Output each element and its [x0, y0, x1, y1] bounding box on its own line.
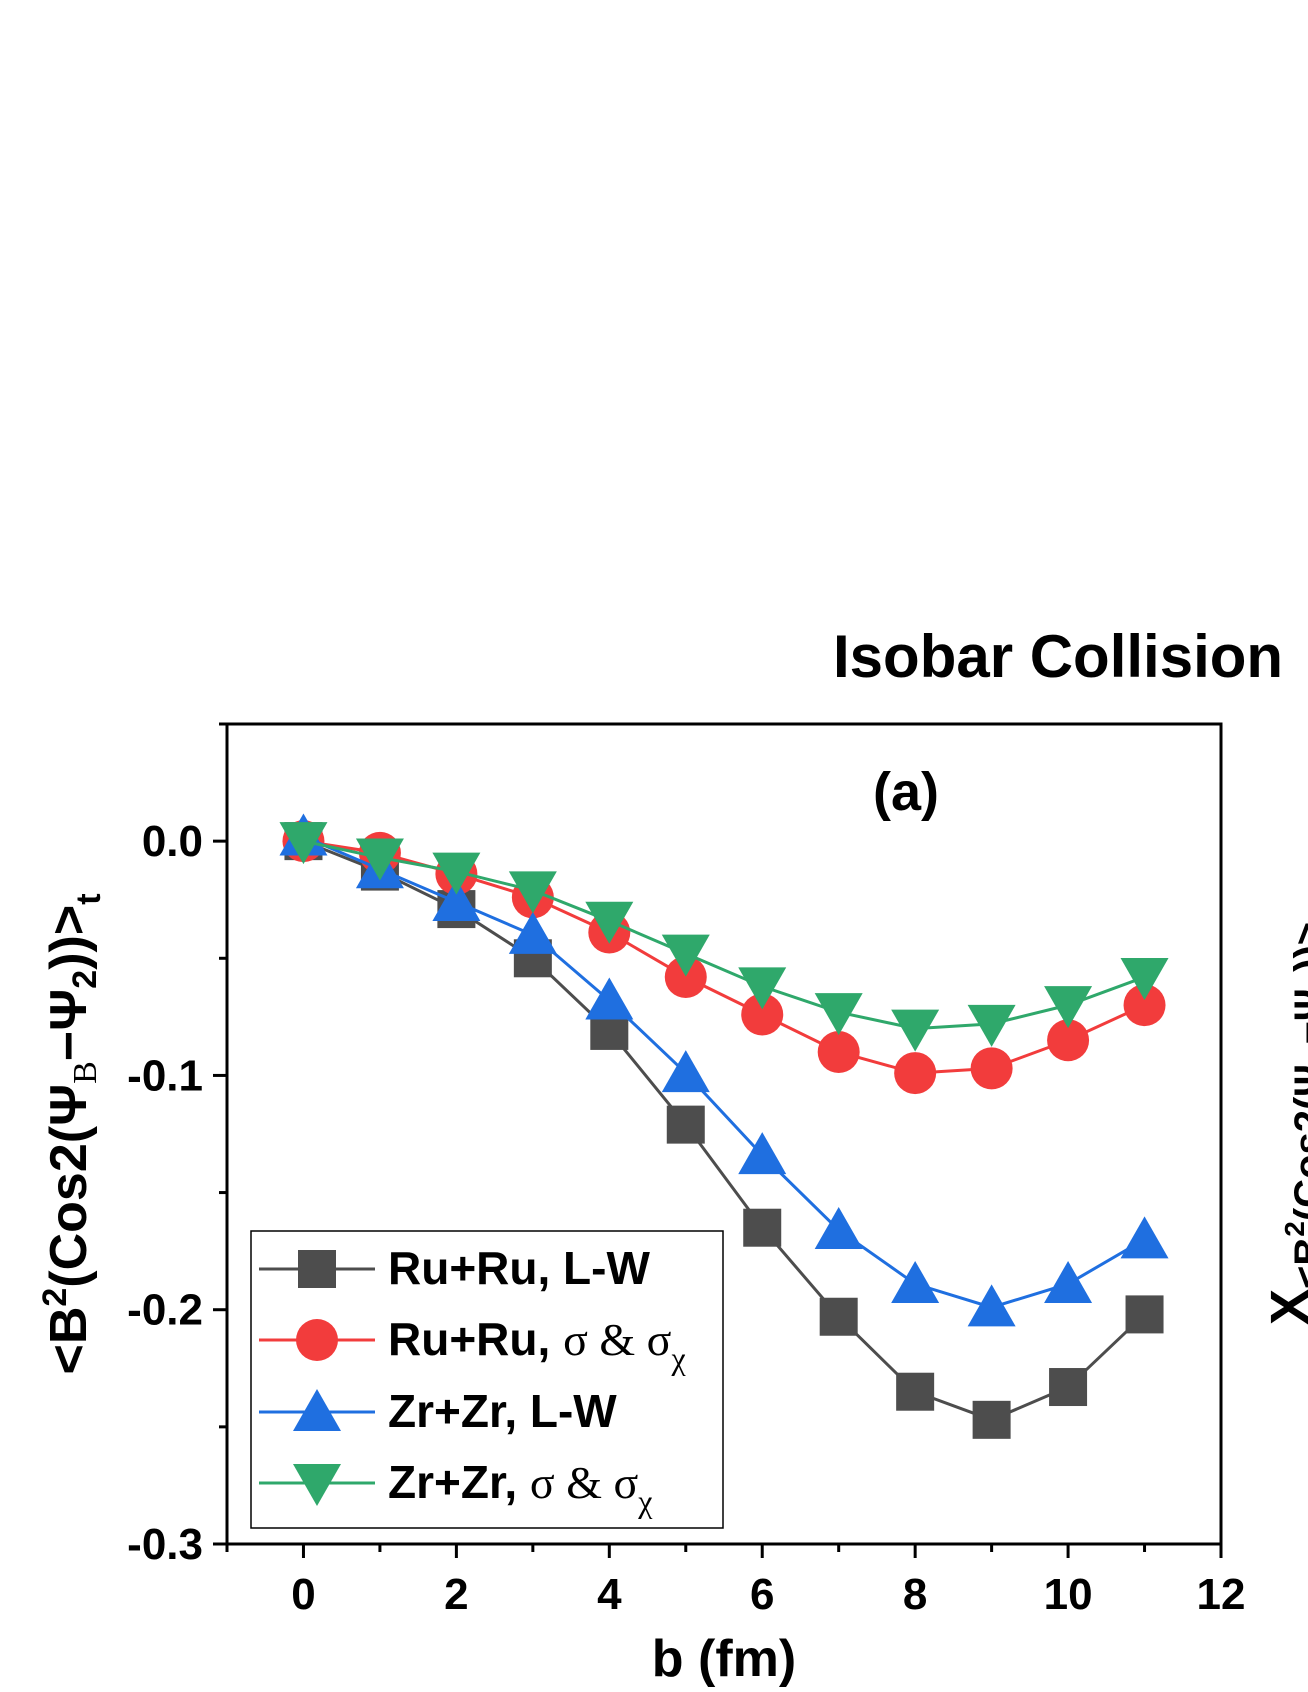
series-line	[303, 839, 1146, 1075]
data-point	[743, 1208, 782, 1247]
data-point	[891, 1009, 940, 1052]
x-axis-label: b (fm)	[652, 1630, 796, 1688]
data-point	[970, 1047, 1013, 1090]
plot-frame	[225, 722, 1223, 1546]
legend-marker	[296, 1319, 338, 1361]
data-point	[814, 1207, 863, 1250]
svg-text:<B2(Cos2(ΨB−Ψ2))>t: <B2(Cos2(ΨB−Ψ2))>t	[36, 893, 108, 1374]
legend-label: Zr+Zr, L-W	[388, 1385, 617, 1437]
y-tick-label: -0.1	[127, 1051, 203, 1100]
data-point	[585, 977, 634, 1020]
data-point	[1044, 986, 1093, 1029]
data-point	[1047, 1019, 1090, 1062]
data-point	[1125, 1295, 1164, 1334]
x-tick-label: 6	[750, 1570, 774, 1619]
data-point	[664, 956, 707, 999]
data-point	[432, 852, 481, 895]
x-tick-label: 2	[444, 1570, 468, 1619]
x-tick-label: 12	[1197, 1570, 1246, 1619]
data-point	[738, 967, 787, 1010]
right-panel-y-axis-label: X<B2(Cos2(ΨB−Ψ2))>t	[1260, 912, 1308, 1325]
y-tick-label: -0.3	[127, 1520, 203, 1569]
x-tick-label: 0	[291, 1570, 315, 1619]
series-4	[279, 822, 1169, 1052]
data-point	[819, 1297, 858, 1336]
data-point	[1120, 1216, 1169, 1259]
data-point	[967, 1004, 1016, 1047]
y-axis-label: <B2(Cos2(ΨB−Ψ2))>t	[36, 893, 108, 1374]
data-point	[814, 993, 863, 1036]
data-point	[666, 1105, 705, 1144]
data-point	[508, 871, 557, 914]
data-point	[661, 1050, 710, 1093]
series-line	[303, 839, 1146, 1031]
data-point	[738, 1132, 787, 1175]
right-ylabel-sub: <B2(Cos2(ΨB−Ψ2))>t	[1279, 912, 1308, 1289]
legend-item: Zr+Zr, σ & σχ	[259, 1456, 653, 1519]
series-2	[282, 820, 1166, 1095]
data-point	[894, 1052, 937, 1095]
legend-label: Ru+Ru, L-W	[388, 1242, 650, 1294]
y-axis: 0.0 -0.1 -0.2 -0.3	[127, 722, 227, 1569]
data-point	[1123, 984, 1166, 1027]
x-axis: 0 2 4 6 8 10 12	[225, 1544, 1246, 1619]
data-point	[508, 911, 557, 954]
series-layer	[279, 813, 1169, 1439]
data-point	[432, 879, 481, 922]
legend-item: Zr+Zr, L-W	[259, 1385, 617, 1437]
data-point	[817, 1031, 860, 1073]
data-point	[279, 822, 328, 865]
data-point	[891, 1260, 940, 1303]
legend-item: Ru+Ru, L-W	[259, 1242, 650, 1294]
legend-marker	[293, 1464, 341, 1506]
legend-marker	[298, 1250, 336, 1288]
svg-text:X<B2(Cos2(ΨB−Ψ2))>t: X<B2(Cos2(ΨB−Ψ2))>t	[1260, 912, 1308, 1325]
data-point	[1044, 1260, 1093, 1303]
series-line	[302, 835, 1146, 1309]
data-point	[1120, 958, 1169, 1001]
data-point	[972, 1400, 1011, 1439]
y-tick-label: -0.2	[127, 1286, 203, 1335]
legend-label: Ru+Ru, σ & σχ	[388, 1313, 686, 1376]
data-point	[896, 1372, 935, 1411]
y-tick-label: 0.0	[142, 817, 203, 866]
x-tick-label: 8	[903, 1570, 927, 1619]
legend-item: Ru+Ru, σ & σχ	[259, 1313, 686, 1376]
data-point	[355, 838, 404, 881]
legend-label: Zr+Zr, σ & σχ	[388, 1456, 653, 1519]
data-point	[967, 1284, 1016, 1327]
panel-label: (a)	[873, 762, 939, 822]
x-tick-label: 4	[597, 1570, 622, 1619]
right-ylabel-x: X	[1260, 1289, 1308, 1325]
data-point	[741, 993, 784, 1036]
x-tick-label: 10	[1044, 1570, 1093, 1619]
data-point	[1049, 1368, 1088, 1407]
data-point	[661, 934, 710, 977]
legend: Ru+Ru, L-W Ru+Ru, σ & σχ Zr+Zr, L-W Zr+Zr, …	[250, 1230, 724, 1529]
legend-marker	[293, 1389, 341, 1431]
data-point	[585, 901, 634, 944]
chart-title: Isobar Collision	[833, 623, 1283, 690]
